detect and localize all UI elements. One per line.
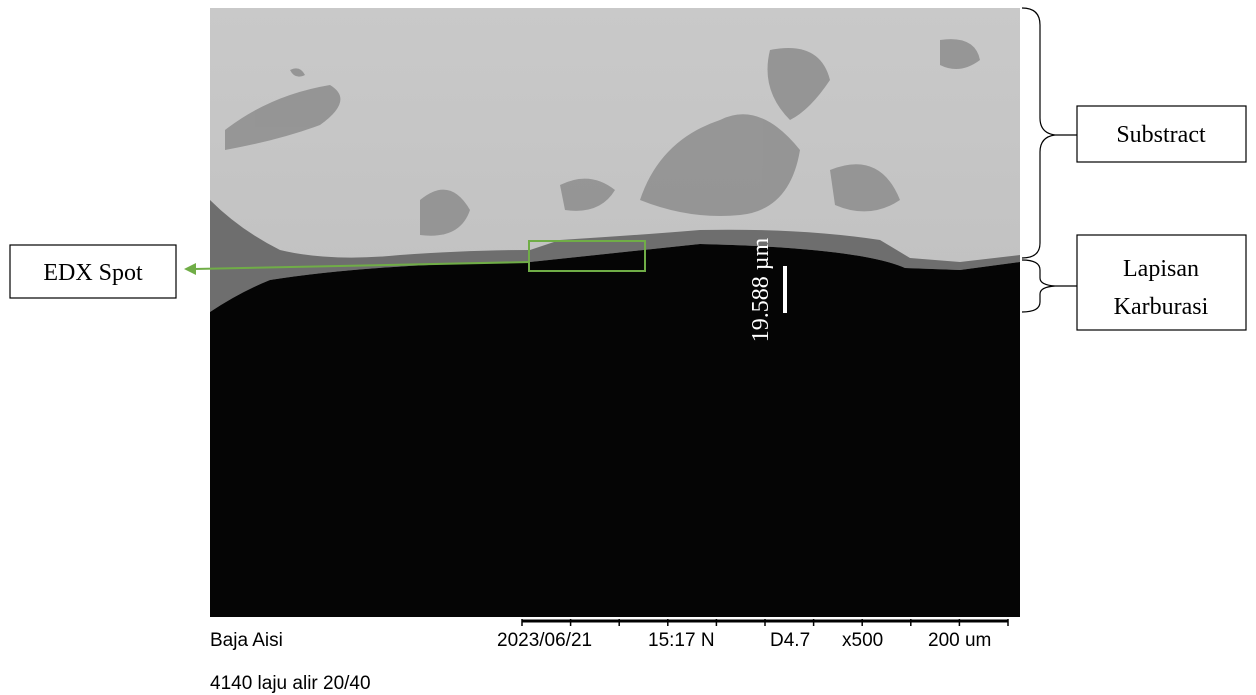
figure: 19.588 µm Substract Lapisan Karburasi ED… [0, 0, 1256, 695]
scale-bar [522, 619, 1008, 626]
sample-label: Baja Aisi [210, 630, 283, 651]
substrate-label: Substract [1116, 122, 1206, 148]
sample-label: 4140 laju alir 20/40 [210, 673, 371, 694]
sem-image: 19.588 µm [210, 8, 1020, 617]
scale: 200 um [928, 630, 991, 651]
date: 2023/06/21 [497, 630, 592, 651]
magnification: x500 [842, 630, 883, 651]
layer-label: Lapisan [1123, 256, 1199, 282]
layer-label: Karburasi [1114, 294, 1209, 320]
edx-label: EDX Spot [43, 260, 143, 286]
time: 15:17 N [648, 630, 715, 651]
measurement-label: 19.588 µm [748, 237, 774, 342]
working-distance: D4.7 [770, 630, 810, 651]
footer: Baja Aisi 4140 laju alir 20/40 2023/06/2… [210, 630, 991, 694]
